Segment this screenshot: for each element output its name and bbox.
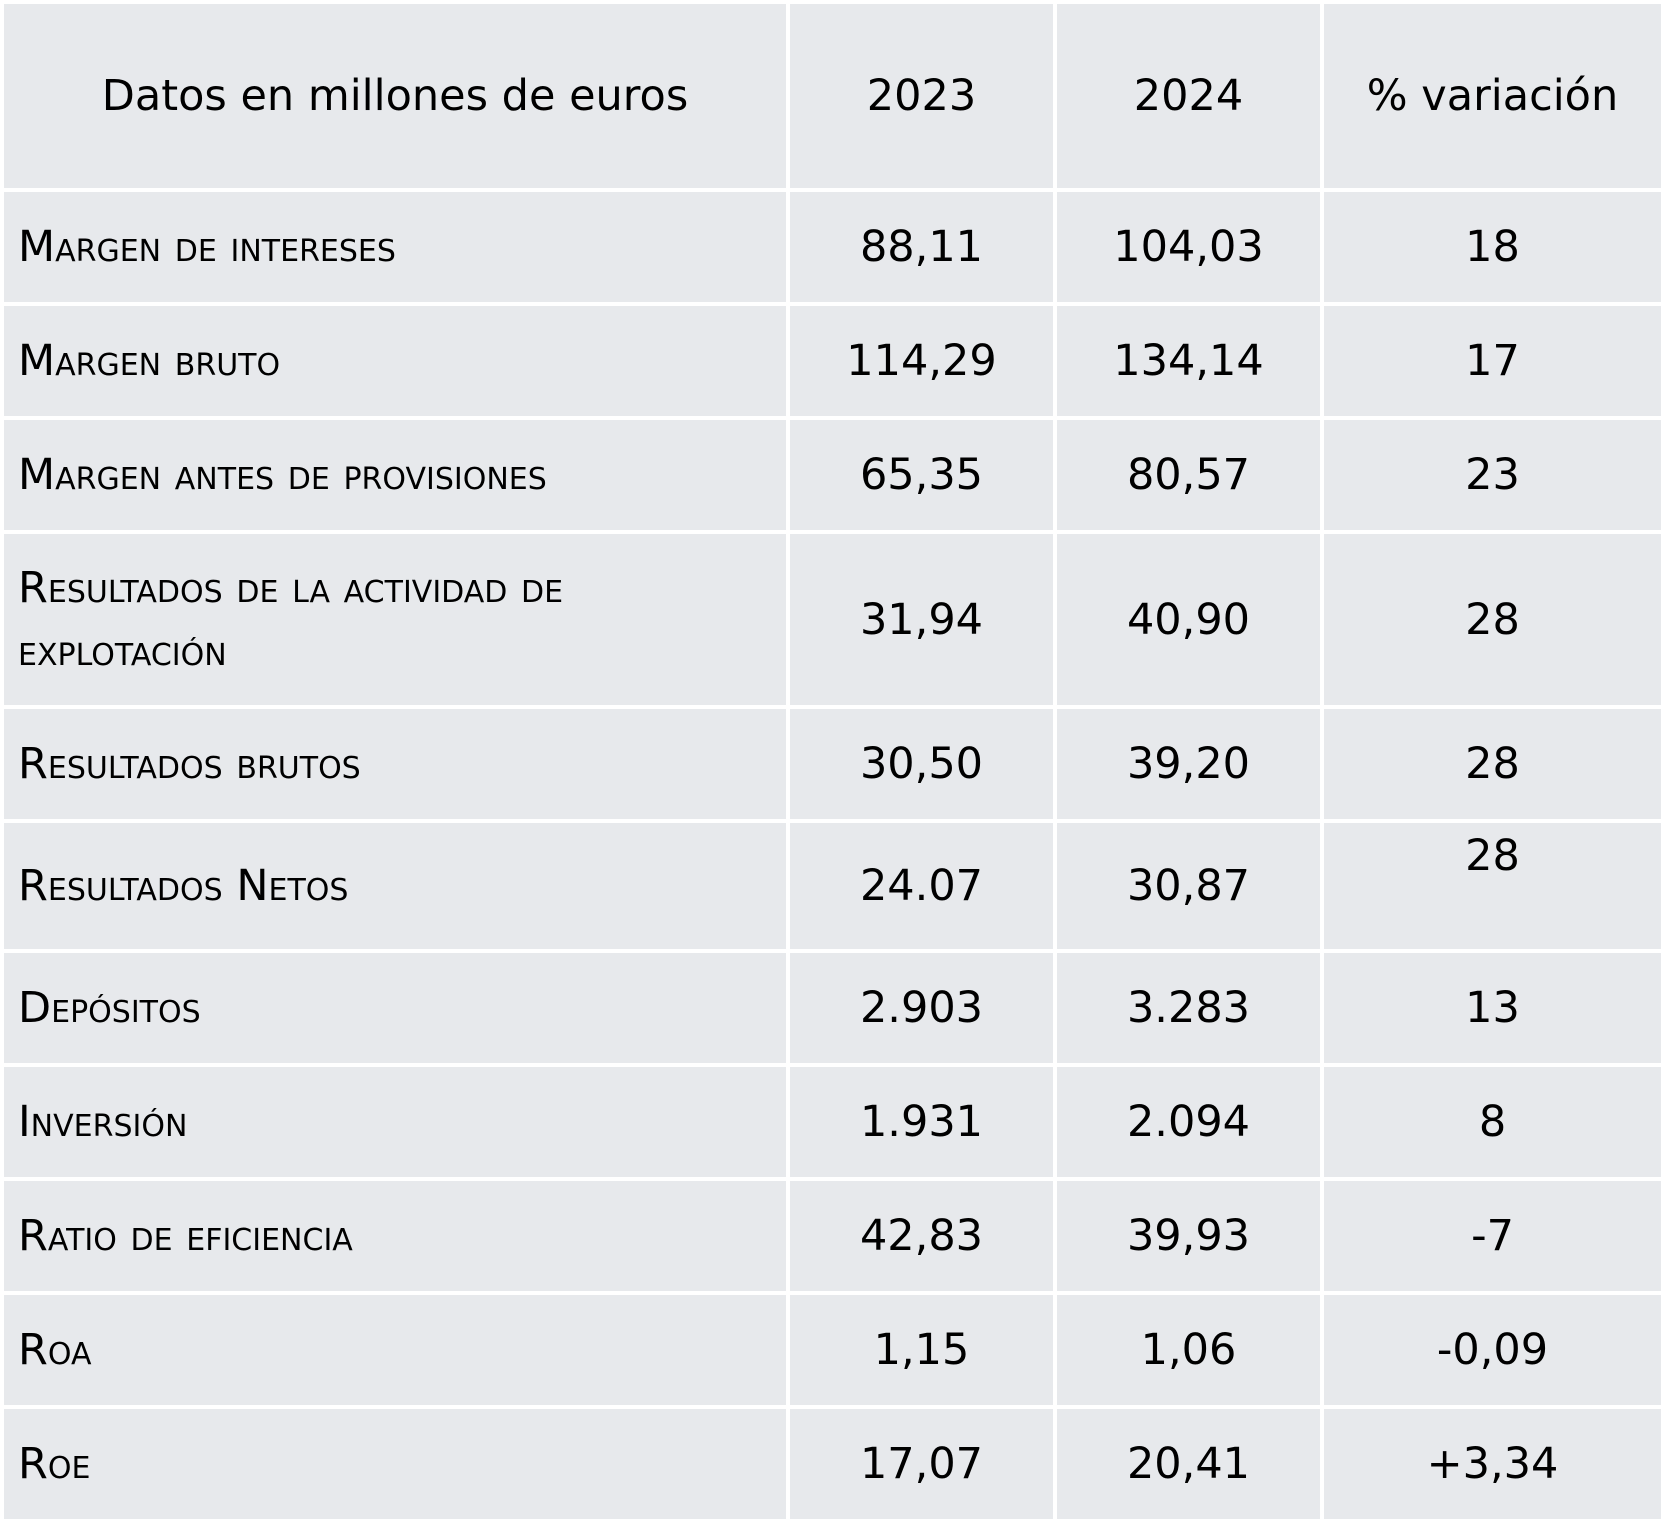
value-variation: +3,34 bbox=[1324, 1409, 1661, 1519]
table-row: Resultados Netos 24.07 30,87 28 bbox=[4, 823, 1661, 953]
row-label: Margen bruto bbox=[4, 306, 790, 420]
row-label: Resultados brutos bbox=[4, 709, 790, 823]
row-label: Depósitos bbox=[4, 953, 790, 1067]
header-year-2024: 2024 bbox=[1057, 4, 1324, 192]
value-2024: 20,41 bbox=[1057, 1409, 1324, 1519]
table-row: Margen antes de provisiones 65,35 80,57 … bbox=[4, 420, 1661, 534]
value-2024: 40,90 bbox=[1057, 534, 1324, 709]
value-2023: 2.903 bbox=[790, 953, 1057, 1067]
value-variation: 8 bbox=[1324, 1067, 1661, 1181]
value-2024: 80,57 bbox=[1057, 420, 1324, 534]
value-2024: 2.094 bbox=[1057, 1067, 1324, 1181]
table-row: Margen bruto 114,29 134,14 17 bbox=[4, 306, 1661, 420]
value-variation: 28 bbox=[1324, 709, 1661, 823]
financial-data-table: Datos en millones de euros 2023 2024 % v… bbox=[4, 4, 1661, 1519]
table-row: Margen de intereses 88,11 104,03 18 bbox=[4, 192, 1661, 306]
table-row: Resultados brutos 30,50 39,20 28 bbox=[4, 709, 1661, 823]
row-label: Inversión bbox=[4, 1067, 790, 1181]
value-2023: 17,07 bbox=[790, 1409, 1057, 1519]
header-variation: % variación bbox=[1324, 4, 1661, 192]
table-header: Datos en millones de euros 2023 2024 % v… bbox=[4, 4, 1661, 192]
value-variation: 23 bbox=[1324, 420, 1661, 534]
value-2023: 31,94 bbox=[790, 534, 1057, 709]
row-label: Margen antes de provisiones bbox=[4, 420, 790, 534]
value-variation: 18 bbox=[1324, 192, 1661, 306]
row-label: Margen de intereses bbox=[4, 192, 790, 306]
header-concept: Datos en millones de euros bbox=[4, 4, 790, 192]
value-variation: 13 bbox=[1324, 953, 1661, 1067]
row-label: Roa bbox=[4, 1295, 790, 1409]
value-2024: 39,93 bbox=[1057, 1181, 1324, 1295]
value-variation: 28 bbox=[1324, 534, 1661, 709]
table-row: Ratio de eficiencia 42,83 39,93 -7 bbox=[4, 1181, 1661, 1295]
header-row: Datos en millones de euros 2023 2024 % v… bbox=[4, 4, 1661, 192]
table-body: Margen de intereses 88,11 104,03 18 Marg… bbox=[4, 192, 1661, 1519]
value-2024: 1,06 bbox=[1057, 1295, 1324, 1409]
value-2023: 1.931 bbox=[790, 1067, 1057, 1181]
value-variation: 28 bbox=[1324, 823, 1661, 953]
value-2024: 104,03 bbox=[1057, 192, 1324, 306]
value-2023: 65,35 bbox=[790, 420, 1057, 534]
table-row: Depósitos 2.903 3.283 13 bbox=[4, 953, 1661, 1067]
table-row: Roa 1,15 1,06 -0,09 bbox=[4, 1295, 1661, 1409]
row-label: Ratio de eficiencia bbox=[4, 1181, 790, 1295]
row-label: Resultados de la actividad de explotació… bbox=[4, 534, 790, 709]
table-row: Roe 17,07 20,41 +3,34 bbox=[4, 1409, 1661, 1519]
table-row: Inversión 1.931 2.094 8 bbox=[4, 1067, 1661, 1181]
value-2023: 88,11 bbox=[790, 192, 1057, 306]
row-label: Roe bbox=[4, 1409, 790, 1519]
value-2024: 3.283 bbox=[1057, 953, 1324, 1067]
table-row: Resultados de la actividad de explotació… bbox=[4, 534, 1661, 709]
value-variation: -7 bbox=[1324, 1181, 1661, 1295]
value-2024: 30,87 bbox=[1057, 823, 1324, 953]
value-variation: 17 bbox=[1324, 306, 1661, 420]
value-2023: 42,83 bbox=[790, 1181, 1057, 1295]
value-2023: 1,15 bbox=[790, 1295, 1057, 1409]
header-year-2023: 2023 bbox=[790, 4, 1057, 192]
value-2023: 24.07 bbox=[790, 823, 1057, 953]
value-variation: -0,09 bbox=[1324, 1295, 1661, 1409]
value-2024: 134,14 bbox=[1057, 306, 1324, 420]
value-2024: 39,20 bbox=[1057, 709, 1324, 823]
value-2023: 114,29 bbox=[790, 306, 1057, 420]
value-2023: 30,50 bbox=[790, 709, 1057, 823]
row-label: Resultados Netos bbox=[4, 823, 790, 953]
